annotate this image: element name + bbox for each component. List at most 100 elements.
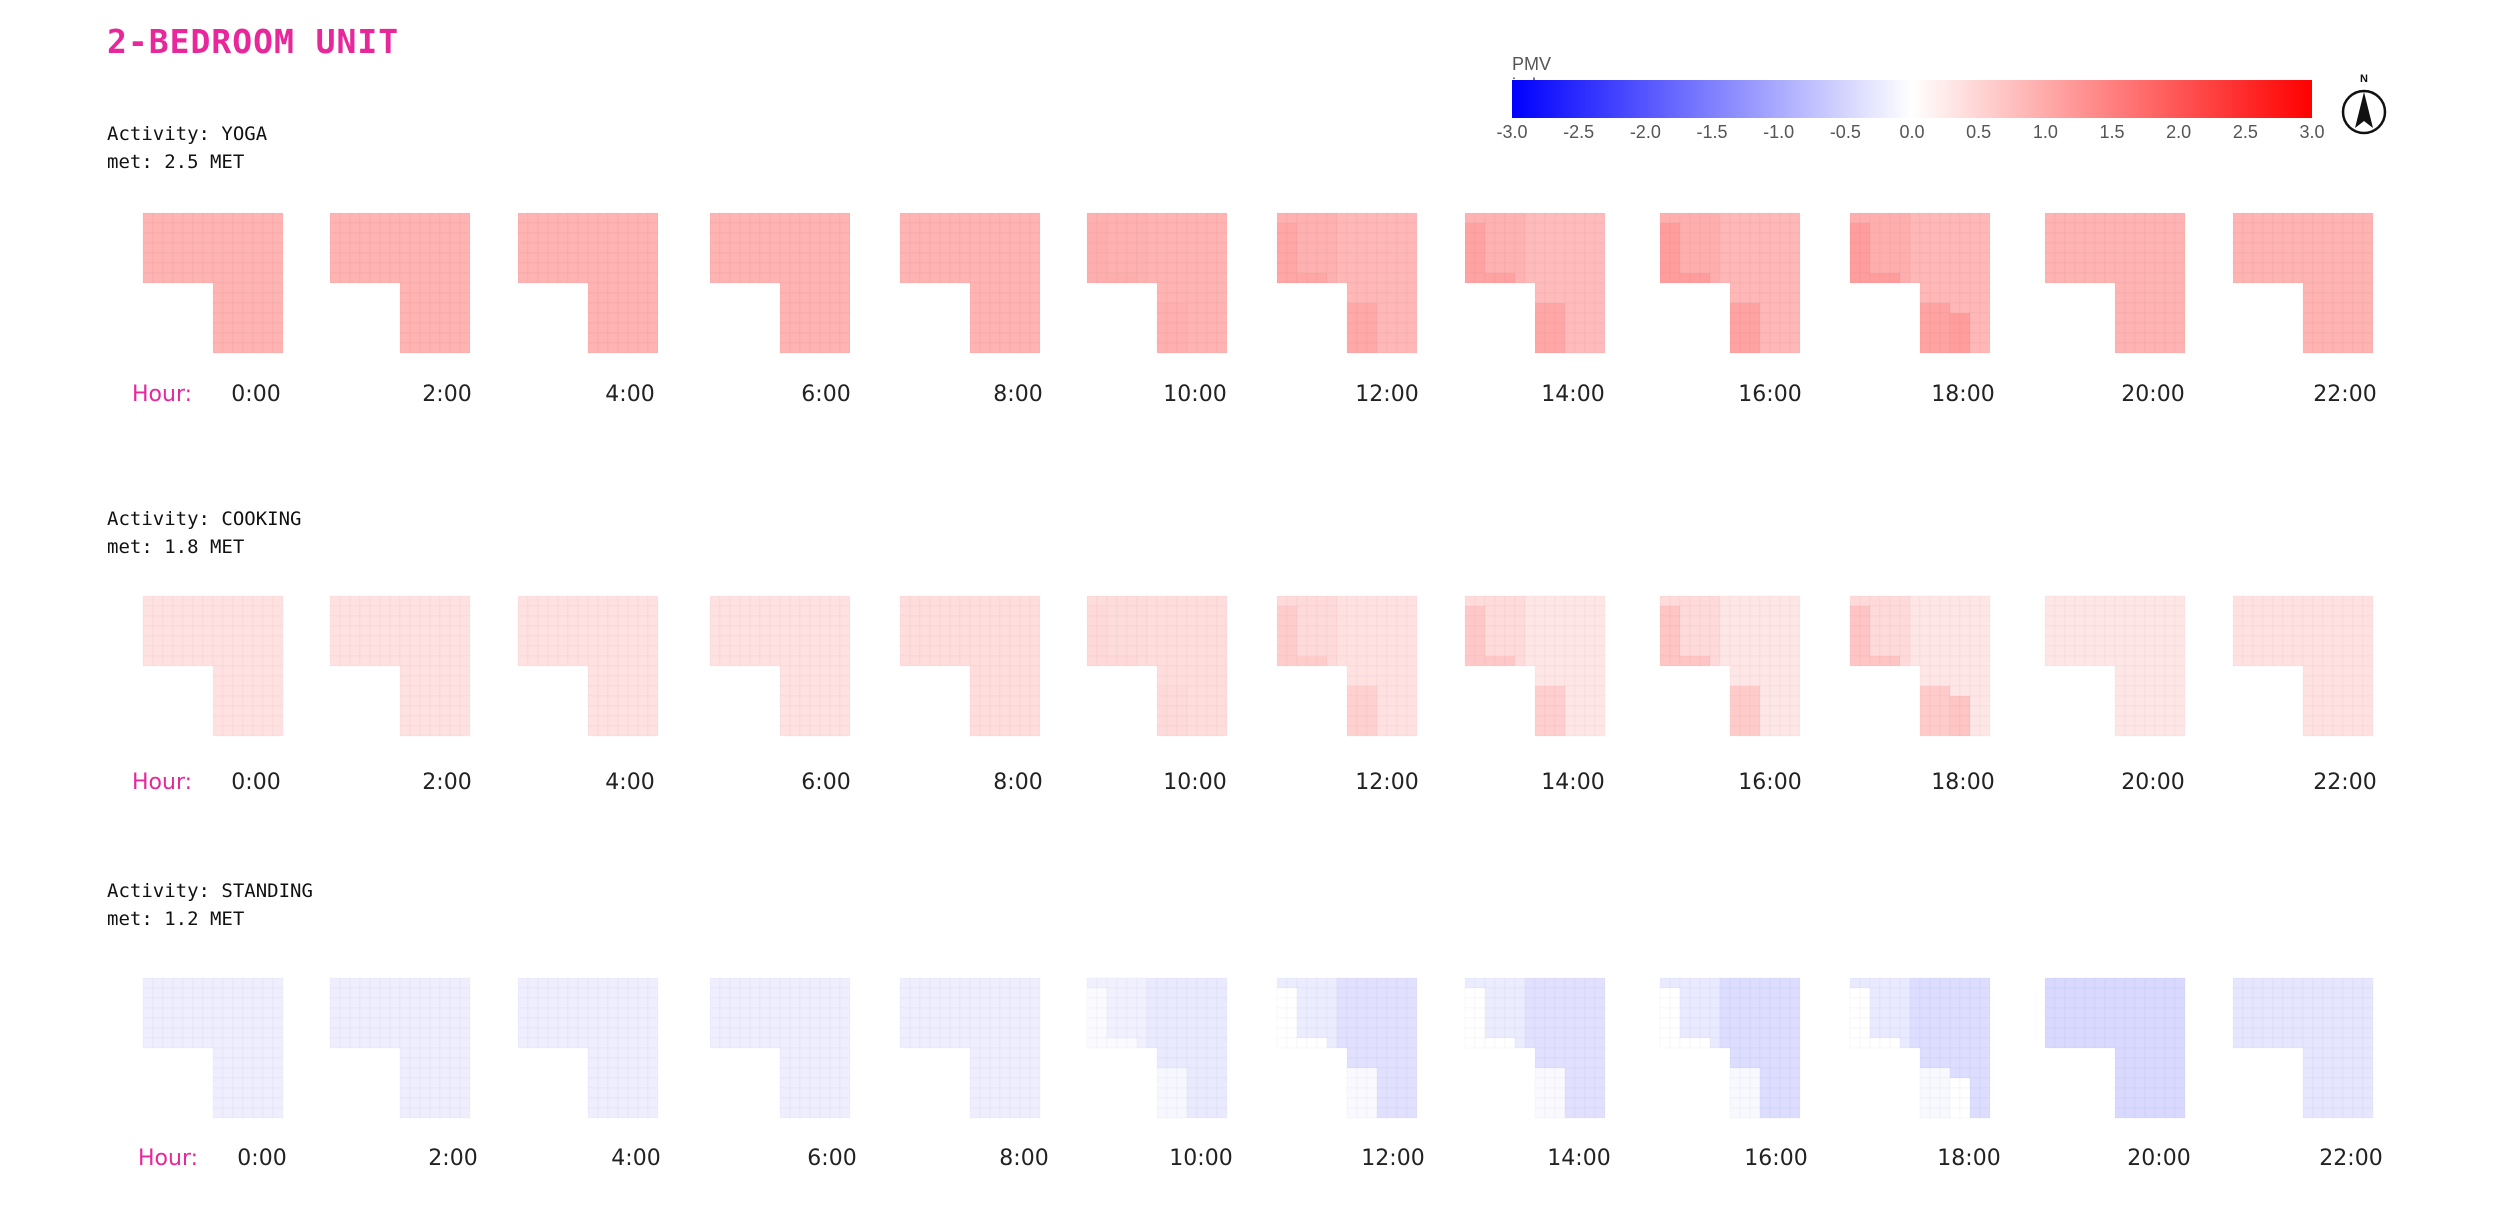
heatmap-cell — [1949, 272, 1961, 284]
heatmap-cell — [359, 977, 371, 989]
heatmap-cell — [1759, 252, 1771, 264]
heatmap-cell — [769, 655, 781, 667]
activity-info: Activity: YOGA met: 2.5 MET — [107, 120, 267, 176]
heatmap-cell — [1196, 282, 1208, 294]
heatmap-cell — [2322, 302, 2334, 314]
heatmap-cell — [1396, 615, 1408, 627]
heatmap-cell — [557, 605, 569, 617]
heatmap-cell — [1186, 1107, 1198, 1119]
heatmap-cell — [2104, 645, 2116, 657]
heatmap-cell — [262, 1107, 274, 1119]
heatmap-cell — [172, 212, 184, 224]
heatmap-cell — [1504, 987, 1516, 999]
heatmap-cell — [1929, 222, 1941, 234]
heatmap-cell — [939, 997, 951, 1009]
heatmap-cell — [2242, 212, 2254, 224]
heatmap-cell — [2094, 252, 2106, 264]
heatmap-cell — [272, 645, 284, 657]
heatmap-cell — [142, 272, 154, 284]
heatmap-cell — [2352, 715, 2364, 727]
heatmap-cell — [1689, 625, 1701, 637]
heatmap-cell — [1574, 232, 1586, 244]
heatmap-cell — [262, 222, 274, 234]
heatmap-cell — [2332, 262, 2344, 274]
heatmap-cell — [2174, 655, 2186, 667]
heatmap-cell — [969, 1057, 981, 1069]
heatmap-cell — [2134, 645, 2146, 657]
heatmap-cell — [567, 1017, 579, 1029]
heatmap-cell — [799, 1017, 811, 1029]
heatmap-cell — [2134, 312, 2146, 324]
heatmap-cell — [349, 977, 361, 989]
heatmap-cell — [919, 1037, 931, 1049]
heatmap-cell — [359, 212, 371, 224]
heatmap-cell — [1689, 977, 1701, 989]
heatmap-cell — [1699, 252, 1711, 264]
heatmap-cell — [1136, 1007, 1148, 1019]
heatmap-cell — [1086, 242, 1098, 254]
heatmap-cell — [1376, 1047, 1388, 1059]
heatmap-cell — [1406, 625, 1418, 637]
heatmap-cell — [1679, 252, 1691, 264]
heatmap-cell — [429, 232, 441, 244]
heatmap-cell — [1584, 212, 1596, 224]
heatmap-cell — [1524, 252, 1536, 264]
heatmap-cell — [399, 272, 411, 284]
heatmap-cell — [979, 725, 991, 737]
heatmap-cell — [2322, 212, 2334, 224]
heatmap-cell — [272, 1057, 284, 1069]
heatmap-cell — [439, 695, 451, 707]
heatmap-cell — [1534, 997, 1546, 1009]
heatmap-cell — [2094, 595, 2106, 607]
heatmap-cell — [587, 252, 599, 264]
heatmap-cell — [1709, 615, 1721, 627]
heatmap-cell — [1969, 725, 1981, 737]
heatmap-cell — [1554, 1017, 1566, 1029]
heatmap-cell — [2144, 242, 2156, 254]
heatmap-cell — [919, 232, 931, 244]
heatmap-cell — [899, 1007, 911, 1019]
heatmap-cell — [1366, 272, 1378, 284]
heatmap-cell — [1494, 977, 1506, 989]
heatmap-cell — [2302, 695, 2314, 707]
heatmap-cell — [779, 1097, 791, 1109]
heatmap-cell — [557, 232, 569, 244]
heatmap-cell — [1296, 1007, 1308, 1019]
heatmap-cell — [1296, 1027, 1308, 1039]
heatmap-cell — [242, 342, 254, 354]
heatmap-cell — [1749, 292, 1761, 304]
heatmap-cell — [1474, 252, 1486, 264]
heatmap-cell — [567, 262, 579, 274]
heatmap-cell — [1029, 635, 1041, 647]
heatmap-cell — [839, 282, 851, 294]
heatmap-cell — [1524, 1027, 1536, 1039]
heatmap-cell — [329, 605, 341, 617]
heatmap-cell — [1939, 705, 1951, 717]
heatmap-cell — [1116, 635, 1128, 647]
heatmap-cell — [1376, 322, 1388, 334]
heatmap-cell — [1739, 312, 1751, 324]
heatmap-cell — [1356, 595, 1368, 607]
heatmap-cell — [1106, 1027, 1118, 1039]
heatmap-cell — [359, 625, 371, 637]
heatmap-cell — [1759, 997, 1771, 1009]
heatmap-cell — [439, 725, 451, 737]
heatmap-cell — [232, 332, 244, 344]
heatmap-cell — [2262, 222, 2274, 234]
heatmap-cell — [769, 222, 781, 234]
heatmap-cell — [2302, 655, 2314, 667]
heatmap-cell — [527, 1017, 539, 1029]
heatmap-cell — [1176, 605, 1188, 617]
heatmap-cell — [242, 232, 254, 244]
heatmap-cell — [1739, 605, 1751, 617]
heatmap-cell — [459, 282, 471, 294]
heatmap-cell — [2282, 262, 2294, 274]
heatmap-cell — [577, 232, 589, 244]
heatmap-cell — [2044, 262, 2056, 274]
heatmap-cell — [577, 605, 589, 617]
heatmap-cell — [459, 725, 471, 737]
heatmap-cell — [2312, 342, 2324, 354]
heatmap-cell — [567, 272, 579, 284]
heatmap-cell — [359, 997, 371, 1009]
activity-met: met: 2.5 MET — [107, 151, 245, 173]
